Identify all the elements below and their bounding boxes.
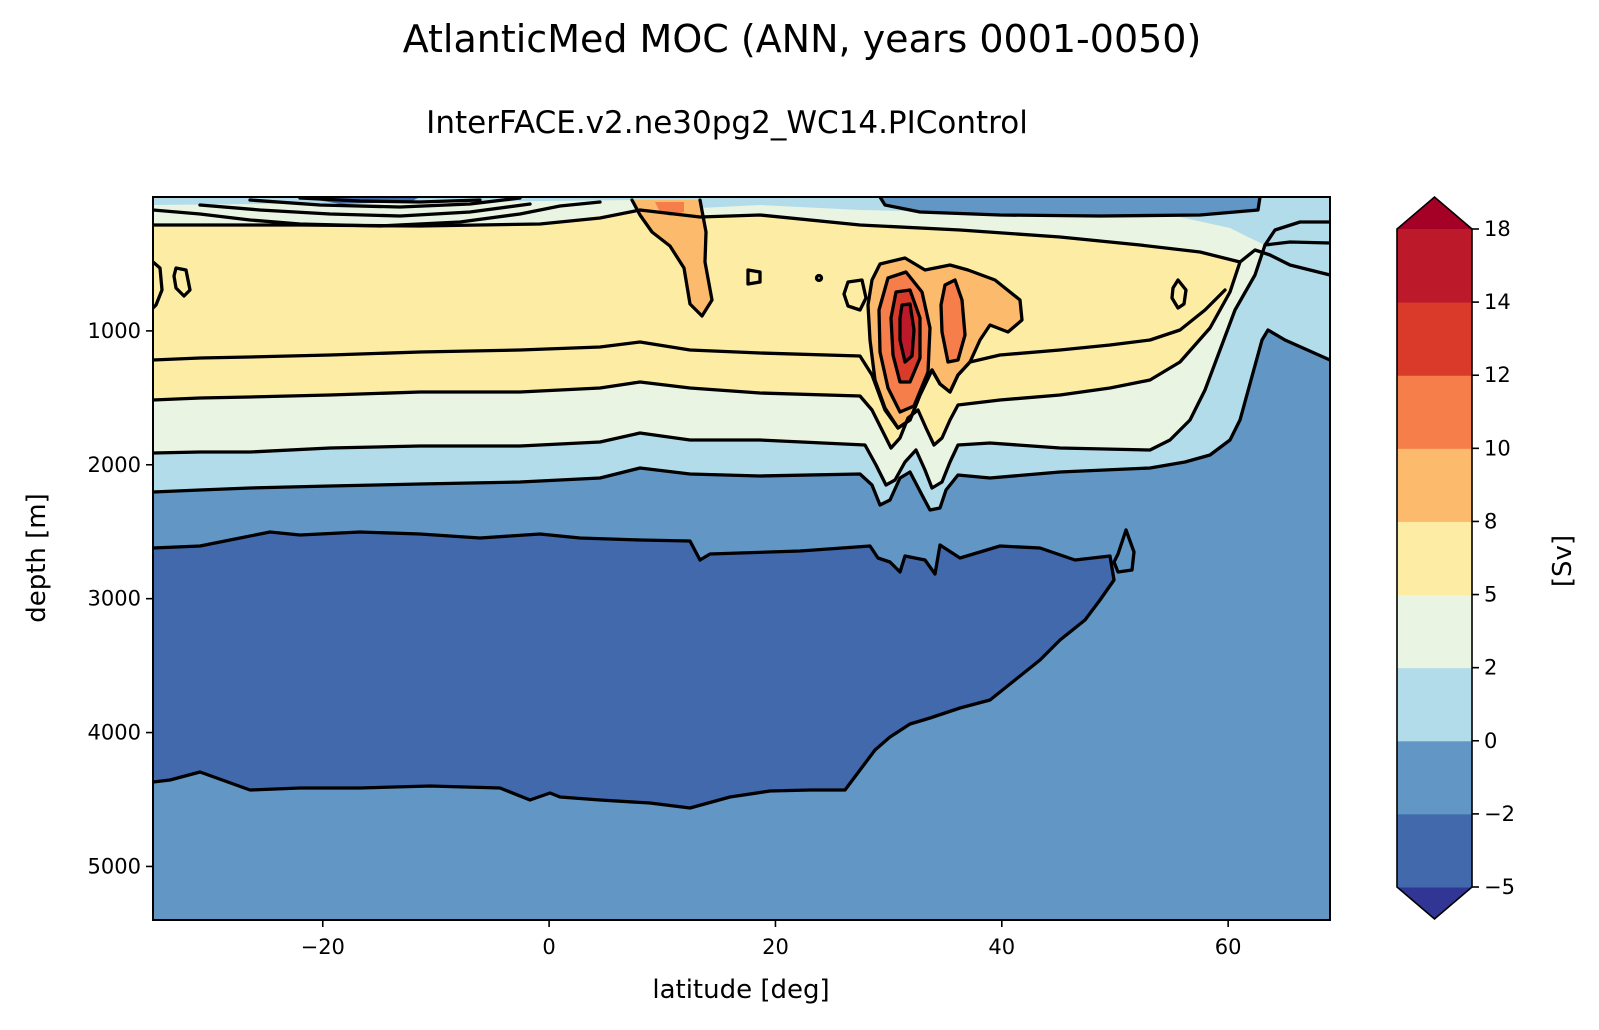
contour-line-small-eddy	[842, 278, 868, 312]
colorbar-label: [Sv]	[1548, 535, 1578, 587]
contour-line-neg2	[153, 530, 1116, 810]
x-axis: −20 0 20 40 60	[301, 920, 1242, 959]
colorbar-tick-label: 14	[1484, 290, 1511, 314]
x-tick-label: 0	[542, 935, 555, 959]
contour-line-small-eddy	[746, 268, 762, 286]
colorbar-tick-label: 10	[1484, 436, 1511, 460]
x-tick-label: −20	[301, 935, 345, 959]
fill-level-neg5-neg2	[153, 532, 1114, 808]
contour-line-small-eddy	[814, 273, 824, 283]
contour-fills	[153, 197, 1330, 920]
chart-title: AtlanticMed MOC (ANN, years 0001-0050)	[403, 17, 1202, 61]
colorbar-extend-high	[1397, 197, 1472, 229]
contour-line-14	[898, 302, 916, 364]
contour-line-small-eddy	[172, 266, 192, 298]
colorbar-tick-label: 5	[1484, 583, 1497, 607]
colorbar-tick-label: 8	[1484, 509, 1497, 533]
plot-frame	[152, 196, 1331, 921]
contour-line-8	[153, 208, 1242, 264]
colorbar: −5 −2 0 2 5 8 10 12 14 18	[1396, 195, 1515, 921]
colorbar-tick-label: 12	[1484, 363, 1511, 387]
colorbar-segment	[1397, 375, 1472, 449]
contour-line-12	[889, 288, 922, 384]
colorbar-extend-low	[1397, 887, 1472, 919]
contour-line-surface	[198, 202, 532, 218]
y-tick-label: 2000	[88, 453, 141, 477]
y-tick-label: 3000	[88, 587, 141, 611]
contour-line-surface	[298, 197, 482, 204]
colorbar-tick-label: 0	[1484, 729, 1497, 753]
fill-level-10-12	[941, 280, 965, 362]
x-tick-label: 40	[988, 935, 1015, 959]
contour-plot-area: −20 0 20 40 60 1000 2000 3000 4000 5000 latitude…	[22, 196, 1331, 1005]
x-tick-label: 60	[1215, 935, 1242, 959]
colorbar-segment	[1397, 521, 1472, 596]
fill-level-neg2-0	[880, 197, 1260, 216]
contour-line-2	[153, 240, 1330, 490]
contour-line-0	[153, 328, 1330, 512]
colorbar-segment	[1397, 448, 1472, 522]
colorbar-segment	[1397, 813, 1472, 888]
y-tick-label: 1000	[88, 319, 141, 343]
y-axis: 1000 2000 3000 4000 5000	[88, 319, 153, 878]
y-tick-label: 4000	[88, 721, 141, 745]
x-axis-label: latitude [deg]	[652, 975, 829, 1005]
contour-line-8	[630, 198, 714, 318]
colorbar-segment	[1397, 740, 1472, 815]
y-tick-label: 5000	[88, 854, 141, 878]
colorbar-tick-label: 18	[1484, 217, 1511, 241]
chart-subtitle: InterFACE.v2.ne30pg2_WC14.PIControl	[426, 105, 1028, 141]
contour-line-8	[866, 256, 1024, 430]
fill-level-14-18	[900, 304, 914, 362]
contour-line-surface	[153, 200, 602, 228]
contour-line-surface	[878, 197, 1262, 218]
contour-line-surface	[1263, 220, 1330, 247]
colorbar-segment	[1397, 594, 1472, 669]
contour-line-surface	[248, 197, 522, 209]
contour-lines	[153, 197, 1330, 810]
colorbar-tick-label: −5	[1484, 875, 1515, 899]
colorbar-tick-label: 2	[1484, 656, 1497, 680]
colorbar-segment	[1397, 667, 1472, 742]
colorbar-segment	[1397, 229, 1472, 303]
fill-level-8-10	[632, 200, 712, 316]
x-tick-label: 20	[762, 935, 789, 959]
contour-line-10	[877, 270, 932, 414]
y-axis-label: depth [m]	[22, 493, 52, 623]
contour-line-5	[153, 248, 1330, 450]
contour-line-10	[939, 278, 967, 364]
colorbar-tick-label: −2	[1484, 802, 1515, 826]
contour-line-small-eddy	[153, 260, 164, 310]
colorbar-segment	[1397, 302, 1472, 376]
contour-line-neg2	[1112, 528, 1136, 574]
contour-line-small-eddy	[1170, 278, 1188, 310]
